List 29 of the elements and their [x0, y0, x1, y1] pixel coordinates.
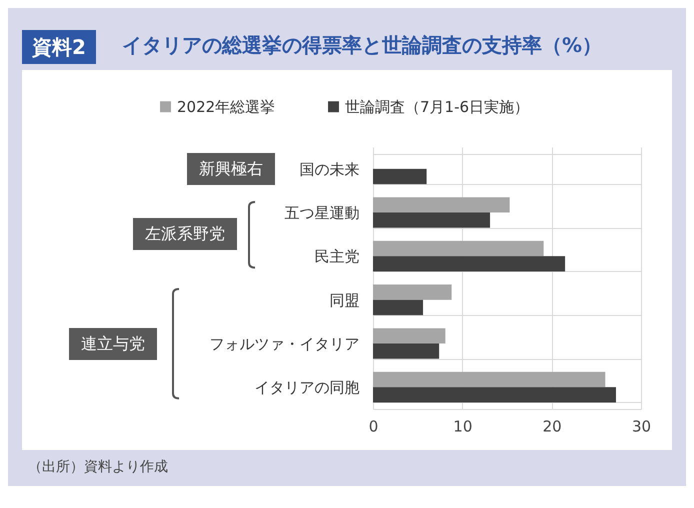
y-tick-label: 五つ星運動	[284, 204, 360, 222]
x-tick-label: 20	[542, 418, 562, 436]
chart-title: イタリアの総選挙の得票率と世論調査の支持率（%）	[122, 32, 602, 59]
text: （出所）資料より作成	[28, 458, 168, 476]
x-tick-label: 0	[368, 418, 378, 436]
text: 連立与党	[69, 328, 157, 360]
bar	[373, 328, 446, 344]
y-tick-label: 民主党	[314, 248, 360, 266]
bar	[373, 197, 510, 212]
bar	[373, 300, 424, 316]
text: 新興極右	[187, 152, 275, 185]
y-tick-label: 同盟	[330, 291, 360, 310]
bar	[373, 256, 566, 272]
bar	[373, 344, 440, 359]
x-tick-label: 10	[453, 418, 472, 436]
bar	[373, 240, 544, 256]
text: 資料2	[22, 30, 96, 64]
bar	[373, 372, 606, 388]
y-tick-label: イタリアの同胞	[254, 378, 360, 397]
bar	[373, 212, 490, 228]
bar	[373, 284, 452, 300]
bar	[373, 387, 616, 402]
y-tick-label: 国の未来	[300, 160, 360, 178]
legend-label: 世論調査（7月1-6日実施）	[345, 98, 530, 116]
text: 左派系野党	[133, 218, 237, 250]
y-tick-label: フォルツァ・イタリア	[210, 335, 360, 353]
x-tick-label: 30	[632, 418, 652, 436]
bar	[373, 168, 427, 184]
legend-label: 2022年総選挙	[177, 98, 276, 116]
